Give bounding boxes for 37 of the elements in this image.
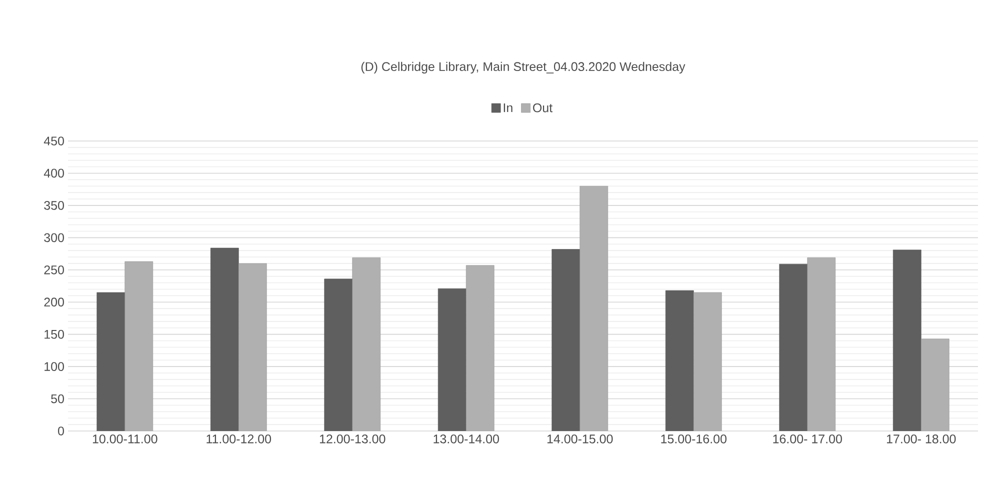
bar — [96, 292, 126, 431]
y-tick-label: 250 — [44, 265, 64, 274]
bar — [807, 257, 836, 431]
y-tick-label: 0 — [58, 426, 64, 436]
bar — [438, 288, 466, 431]
chart-title: (D) Celbridge Library, Main Street_04.03.2020 Wednesday — [361, 62, 686, 74]
y-tick-label: 350 — [44, 201, 64, 210]
y-tick-label: 100 — [44, 362, 64, 371]
x-tick-label: 14.00-15.00 — [547, 434, 613, 444]
x-tick-label: 16.00- 17.00 — [773, 434, 842, 444]
bar — [466, 265, 494, 431]
bar — [779, 264, 808, 431]
bar — [693, 292, 722, 431]
x-tick-label: 13.00-14.00 — [434, 434, 499, 444]
y-tick-label: 450 — [44, 136, 64, 146]
bar — [352, 257, 381, 431]
bar — [665, 290, 694, 431]
y-tick-label: 400 — [44, 168, 64, 178]
x-tick-label: 15.00-16.00 — [661, 434, 726, 444]
x-tick-label: 17.00- 18.00 — [886, 434, 956, 444]
y-tick-label: 150 — [44, 330, 64, 339]
bar — [920, 338, 950, 431]
bar — [892, 250, 922, 431]
legend-label: In — [504, 103, 512, 112]
legend-label: Out — [533, 103, 552, 112]
y-tick-label: 300 — [44, 233, 64, 242]
y-tick-label: 50 — [51, 394, 64, 404]
bar — [238, 263, 267, 431]
y-tick-label: 200 — [44, 298, 64, 307]
bar — [552, 249, 580, 431]
x-tick-label: 12.00-13.00 — [320, 434, 386, 444]
bar — [124, 261, 154, 431]
x-tick-label: 11.00-12.00 — [206, 434, 272, 444]
x-tick-label: 10.00-11.00 — [92, 434, 158, 444]
bar — [580, 186, 608, 431]
bar — [210, 248, 239, 431]
bar — [324, 278, 353, 431]
